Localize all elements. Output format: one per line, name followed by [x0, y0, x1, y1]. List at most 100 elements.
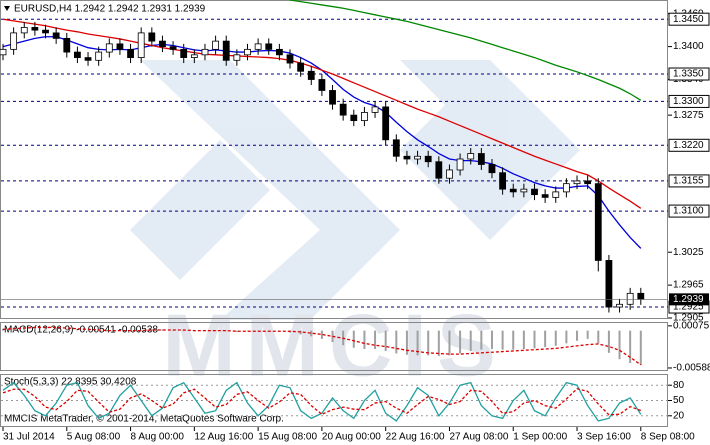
macd-bar	[427, 330, 430, 356]
candle-body	[361, 111, 368, 122]
candle-body	[403, 155, 411, 160]
level-label: 1.3450	[673, 14, 704, 25]
x-tick-label: 8 Sep 08:00	[641, 432, 695, 443]
macd-bar	[33, 326, 36, 331]
macd-bar	[459, 330, 462, 354]
y-tick-label: 1.2905	[673, 313, 704, 324]
macd-bar	[565, 330, 568, 344]
macd-bar	[225, 330, 228, 332]
candle-body	[42, 29, 49, 34]
level-label: 1.3100	[673, 206, 704, 217]
candle-body	[520, 188, 528, 193]
macd-bar	[544, 330, 547, 348]
macd-bar	[597, 330, 600, 344]
macd-bar	[150, 329, 153, 331]
candle-body	[573, 180, 581, 185]
y-tick-label: 80	[673, 380, 685, 391]
candle-body	[201, 48, 209, 56]
y-tick-label: 50	[673, 395, 685, 406]
candle-body	[339, 103, 347, 116]
candle-body	[84, 57, 92, 61]
header-icon	[4, 6, 10, 11]
level-box	[668, 174, 710, 188]
macd-bar	[554, 330, 557, 346]
macd-bar	[448, 330, 451, 356]
x-tick-label: 31 Jul 2014	[3, 432, 55, 443]
candle-body	[254, 43, 262, 50]
candle-body	[148, 32, 156, 42]
candle-body	[307, 70, 315, 80]
candle-body	[52, 32, 60, 39]
y-tick-label: 20	[673, 410, 685, 421]
candle-body	[31, 27, 39, 31]
y-tick-label: 1.3275	[673, 110, 704, 121]
candle-body	[477, 153, 485, 165]
chart-title: EURUSD,H4 1.2942 1.2942 1.2931 1.2939	[14, 4, 206, 15]
candle-body	[244, 48, 251, 56]
level-box	[668, 94, 710, 108]
macd-bar	[416, 330, 419, 356]
candle-body	[562, 183, 570, 193]
macd-bar	[182, 330, 185, 332]
candle-body	[616, 303, 623, 308]
y-tick-label: 1.2965	[673, 280, 704, 291]
candle-body	[0, 48, 7, 56]
macd-bar	[512, 330, 515, 350]
candle-body	[233, 54, 241, 61]
macd-bar	[629, 330, 632, 364]
candle-body	[286, 54, 294, 64]
candle-body	[371, 106, 379, 113]
line	[2, 326, 642, 366]
macd-bar	[140, 329, 143, 331]
watermark: MMCIS	[162, 295, 505, 394]
macd-bar	[161, 329, 164, 331]
candle-body	[594, 183, 602, 261]
macd-bar	[501, 330, 504, 350]
candle-body	[159, 40, 166, 48]
level-box	[668, 204, 710, 218]
candle-body	[212, 40, 220, 50]
candle-body	[414, 155, 421, 160]
current-price-label: 1.2939	[673, 294, 704, 305]
candle-body	[446, 169, 453, 179]
current-price-box	[669, 293, 709, 306]
macd-bar	[437, 330, 440, 357]
macd-bar	[522, 330, 525, 350]
line	[2, 18, 642, 209]
candle-body	[222, 40, 230, 61]
logo-stroke	[130, 140, 270, 280]
candle-body	[180, 48, 188, 58]
macd-bar	[235, 330, 238, 332]
macd-bar	[395, 330, 398, 354]
macd-bar	[65, 329, 68, 331]
stoch-title: Stoch(5,3,3) 22.8395 30.4208	[4, 377, 137, 388]
x-tick-label: 27 Aug 08:00	[449, 432, 508, 443]
candle-body	[552, 191, 560, 198]
copyright: MMCIS MetaTrader, © 2001-2014, MetaQuote…	[4, 414, 284, 425]
y-tick-label: 1.3400	[673, 41, 704, 52]
candle-body	[584, 180, 592, 185]
macd-panel	[0, 322, 668, 371]
x-tick-label: 12 Aug 16:00	[194, 432, 253, 443]
x-tick-label: 1 Sep 00:00	[513, 432, 567, 443]
candle-body	[105, 43, 113, 53]
candle-body	[190, 54, 198, 58]
candle-body	[297, 62, 305, 72]
candle-body	[488, 164, 496, 174]
candle-body	[10, 32, 18, 50]
candle-body	[318, 79, 326, 91]
line	[2, 381, 642, 422]
candle-body	[275, 48, 283, 56]
y-tick-label: 0.00075	[673, 320, 710, 331]
macd-bar	[469, 330, 472, 351]
candle-body	[382, 106, 390, 141]
macd-bar	[246, 330, 249, 332]
macd-bar	[384, 330, 387, 351]
y-tick-label: -0.00588	[673, 363, 710, 374]
candle-body	[392, 139, 400, 157]
macd-bar	[480, 330, 483, 350]
candle-body	[605, 260, 613, 308]
macd-bar	[405, 330, 408, 355]
candle-body	[435, 161, 443, 179]
macd-bar	[374, 330, 377, 350]
